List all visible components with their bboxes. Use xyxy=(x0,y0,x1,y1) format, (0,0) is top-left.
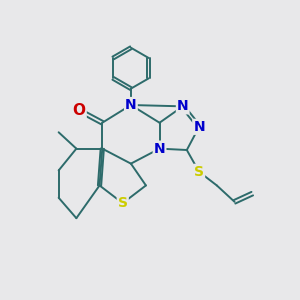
Text: O: O xyxy=(73,103,85,118)
Text: N: N xyxy=(125,98,137,112)
Text: N: N xyxy=(154,142,165,156)
Text: N: N xyxy=(193,120,205,134)
Text: N: N xyxy=(177,99,188,113)
Text: S: S xyxy=(194,165,204,179)
Text: S: S xyxy=(118,196,128,210)
